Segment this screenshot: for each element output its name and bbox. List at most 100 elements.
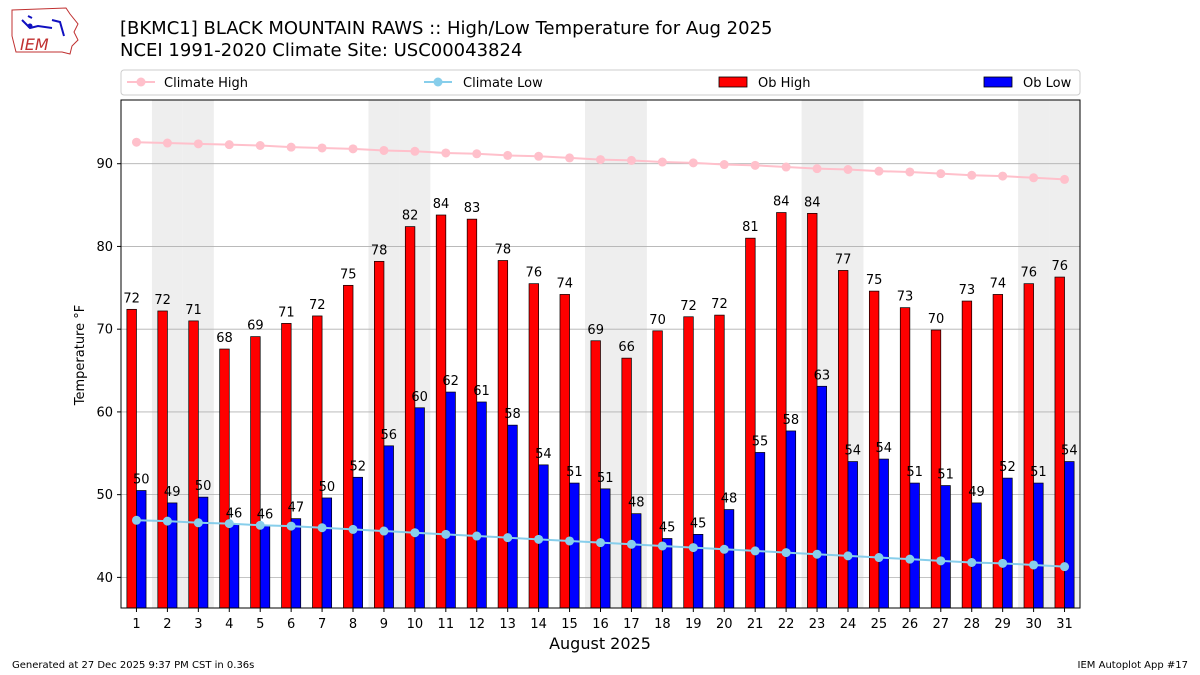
x-tick-label-8: 8: [349, 617, 357, 632]
ob-high-bar-11: [436, 215, 446, 608]
x-tick-label-10: 10: [407, 617, 424, 632]
climate-low-point-11: [441, 530, 450, 539]
ob-low-bar-10: [415, 408, 425, 608]
legend-ob-low-label: Ob Low: [1023, 76, 1072, 91]
ob-high-label-25: 75: [866, 273, 883, 288]
x-tick-label-13: 13: [499, 617, 516, 632]
x-tick-label-2: 2: [163, 617, 171, 632]
climate-high-point-5: [256, 141, 265, 150]
climate-low-point-21: [751, 546, 760, 555]
ob-high-label-8: 75: [340, 267, 357, 282]
x-tick-label-31: 31: [1056, 617, 1073, 632]
climate-low-point-28: [967, 558, 976, 567]
ob-high-label-11: 84: [433, 197, 450, 212]
ob-high-bar-10: [405, 227, 415, 608]
ob-low-label-17: 48: [628, 496, 645, 511]
climate-high-point-21: [751, 161, 760, 170]
x-tick-label-18: 18: [654, 617, 671, 632]
climate-low-point-17: [627, 540, 636, 549]
climate-high-point-20: [720, 160, 729, 169]
ob-high-label-9: 78: [371, 243, 388, 258]
legend-box: [121, 70, 1080, 95]
climate-high-point-2: [163, 139, 172, 148]
x-tick-label-1: 1: [132, 617, 140, 632]
ob-high-label-10: 82: [402, 209, 419, 224]
ob-low-label-10: 60: [411, 390, 428, 405]
ob-high-bar-14: [529, 284, 539, 608]
climate-high-point-15: [565, 153, 574, 162]
ob-high-bar-17: [622, 358, 632, 608]
ob-high-bar-23: [807, 213, 817, 608]
x-tick-label-5: 5: [256, 617, 264, 632]
climate-low-point-26: [905, 555, 914, 564]
climate-high-point-26: [905, 167, 914, 176]
ob-high-bar-1: [127, 309, 137, 608]
ob-low-label-5: 46: [257, 507, 274, 522]
ob-high-label-28: 73: [959, 283, 976, 298]
ob-low-label-23: 63: [814, 368, 831, 383]
climate-low-point-22: [782, 548, 791, 557]
ob-low-label-7: 50: [319, 480, 336, 495]
climate-low-point-30: [1029, 560, 1038, 569]
x-tick-label-24: 24: [840, 617, 857, 632]
climate-high-point-29: [998, 172, 1007, 181]
ob-high-label-22: 84: [773, 195, 790, 210]
x-tick-label-12: 12: [468, 617, 485, 632]
ob-high-label-21: 81: [742, 220, 759, 235]
climate-low-point-13: [503, 533, 512, 542]
ob-low-bar-21: [755, 452, 765, 608]
ob-high-bar-12: [467, 219, 477, 608]
climate-high-point-30: [1029, 173, 1038, 182]
ob-low-bar-6: [291, 519, 301, 608]
ob-high-label-29: 74: [990, 276, 1007, 291]
ob-high-bar-15: [560, 294, 570, 608]
x-tick-label-17: 17: [623, 617, 640, 632]
x-tick-label-3: 3: [194, 617, 202, 632]
legend-climate-high-marker: [137, 78, 146, 87]
climate-high-point-16: [596, 155, 605, 164]
ob-low-bar-3: [198, 497, 208, 608]
ob-low-label-26: 51: [906, 465, 923, 480]
x-tick-label-20: 20: [716, 617, 733, 632]
legend-ob-low-swatch: [984, 77, 1012, 87]
climate-low-point-8: [349, 525, 358, 534]
ob-high-bar-4: [220, 349, 230, 608]
ob-low-bar-28: [972, 503, 982, 608]
ob-low-label-14: 54: [535, 447, 552, 462]
ob-low-bar-26: [910, 483, 920, 608]
legend: Climate High Climate Low Ob High Ob Low: [121, 70, 1080, 95]
climate-low-point-7: [318, 523, 327, 532]
ob-high-label-5: 69: [247, 319, 264, 334]
ob-high-label-27: 70: [928, 312, 945, 327]
ob-low-label-1: 50: [133, 473, 150, 488]
ob-high-bar-13: [498, 261, 508, 608]
climate-high-point-12: [472, 149, 481, 158]
ob-low-bar-11: [446, 392, 456, 608]
x-tick-label-7: 7: [318, 617, 326, 632]
y-tick-label-40: 40: [96, 571, 113, 586]
x-tick-label-11: 11: [438, 617, 455, 632]
ob-low-label-31: 54: [1061, 444, 1078, 459]
ob-high-label-31: 76: [1051, 259, 1068, 274]
x-tick-label-14: 14: [530, 617, 547, 632]
ob-low-bar-7: [322, 498, 332, 608]
ob-low-label-25: 54: [875, 441, 892, 456]
x-tick-label-23: 23: [809, 617, 826, 632]
ob-low-bar-29: [1003, 478, 1013, 608]
climate-high-point-23: [813, 164, 822, 173]
x-tick-label-22: 22: [778, 617, 795, 632]
ob-low-label-22: 58: [783, 413, 800, 428]
ob-high-label-19: 72: [680, 299, 697, 314]
x-axis-label: August 2025: [549, 634, 651, 653]
climate-low-point-1: [132, 516, 141, 525]
app-credit: IEM Autoplot App #17: [1078, 660, 1188, 671]
climate-high-point-22: [782, 163, 791, 172]
ob-low-bar-12: [477, 402, 487, 608]
ob-low-bar-25: [879, 459, 889, 608]
climate-high-point-25: [874, 167, 883, 176]
ob-low-bar-1: [136, 491, 146, 608]
climate-low-point-20: [720, 545, 729, 554]
y-tick-label-80: 80: [96, 240, 113, 255]
x-tick-label-26: 26: [902, 617, 919, 632]
